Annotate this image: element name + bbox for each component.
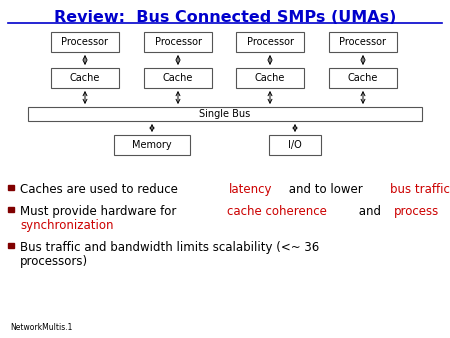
Bar — [114, 135, 190, 155]
Text: bus traffic: bus traffic — [390, 183, 450, 196]
Bar — [144, 68, 212, 88]
Text: Processor: Processor — [247, 37, 293, 47]
Bar — [8, 207, 14, 212]
Text: Processor: Processor — [154, 37, 202, 47]
Text: Bus traffic and bandwidth limits scalability (<~ 36: Bus traffic and bandwidth limits scalabi… — [20, 241, 319, 254]
Text: Cache: Cache — [70, 73, 100, 83]
Text: Single Bus: Single Bus — [199, 109, 251, 119]
Text: cache coherence: cache coherence — [227, 205, 327, 218]
Text: process: process — [394, 205, 439, 218]
Bar — [329, 32, 397, 52]
Bar — [236, 32, 304, 52]
Text: synchronization: synchronization — [20, 219, 113, 232]
Bar — [8, 242, 14, 248]
Text: Caches are used to reduce: Caches are used to reduce — [20, 183, 182, 196]
Bar — [144, 32, 212, 52]
Bar — [28, 107, 422, 121]
Text: Cache: Cache — [255, 73, 285, 83]
Text: and to lower: and to lower — [285, 183, 366, 196]
Text: Review:  Bus Connected SMPs (UMAs): Review: Bus Connected SMPs (UMAs) — [54, 10, 396, 25]
Bar — [51, 68, 119, 88]
Text: NetworkMultis.1: NetworkMultis.1 — [10, 323, 72, 332]
Bar — [51, 32, 119, 52]
Bar — [269, 135, 321, 155]
Text: Cache: Cache — [348, 73, 378, 83]
Text: Cache: Cache — [163, 73, 193, 83]
Text: Must provide hardware for: Must provide hardware for — [20, 205, 180, 218]
Bar — [8, 185, 14, 190]
Text: Memory: Memory — [132, 140, 172, 150]
Bar — [236, 68, 304, 88]
Text: I/O: I/O — [288, 140, 302, 150]
Text: latency: latency — [229, 183, 272, 196]
Text: and: and — [356, 205, 385, 218]
Text: processors): processors) — [20, 255, 88, 268]
Text: Processor: Processor — [62, 37, 108, 47]
Bar — [329, 68, 397, 88]
Text: Processor: Processor — [339, 37, 387, 47]
